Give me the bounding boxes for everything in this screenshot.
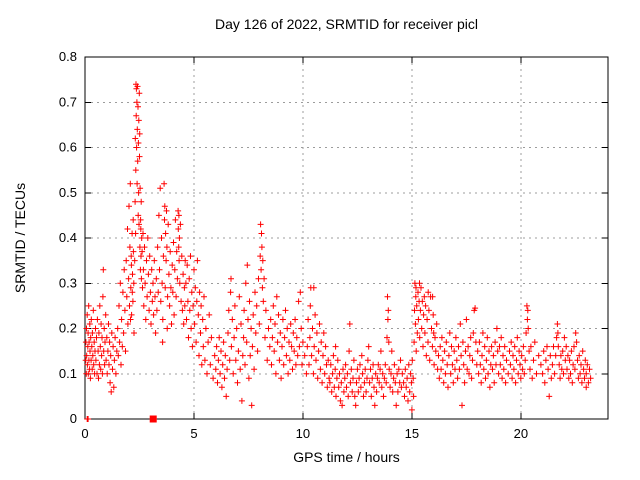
y-tick-label: 0.4 bbox=[59, 230, 77, 245]
y-tick-label: 0.7 bbox=[59, 94, 77, 109]
x-axis-label: GPS time / hours bbox=[293, 449, 400, 465]
x-tick-label: 20 bbox=[514, 426, 528, 441]
y-tick-label: 0.6 bbox=[59, 140, 77, 155]
x-tick-label: 15 bbox=[405, 426, 419, 441]
data-points bbox=[82, 81, 594, 422]
zero-square-marker bbox=[149, 415, 157, 423]
x-tick-label: 5 bbox=[190, 426, 197, 441]
x-tick-label: 0 bbox=[81, 426, 88, 441]
y-tick-label: 0.1 bbox=[59, 366, 77, 381]
y-tick-label: 0.5 bbox=[59, 185, 77, 200]
y-tick-label: 0 bbox=[70, 411, 77, 426]
y-tick-label: 0.3 bbox=[59, 275, 77, 290]
y-tick-label: 0.8 bbox=[59, 49, 77, 64]
chart-title: Day 126 of 2022, SRMTID for receiver pic… bbox=[215, 16, 478, 32]
y-tick-label: 0.2 bbox=[59, 321, 77, 336]
x-tick-label: 10 bbox=[296, 426, 310, 441]
